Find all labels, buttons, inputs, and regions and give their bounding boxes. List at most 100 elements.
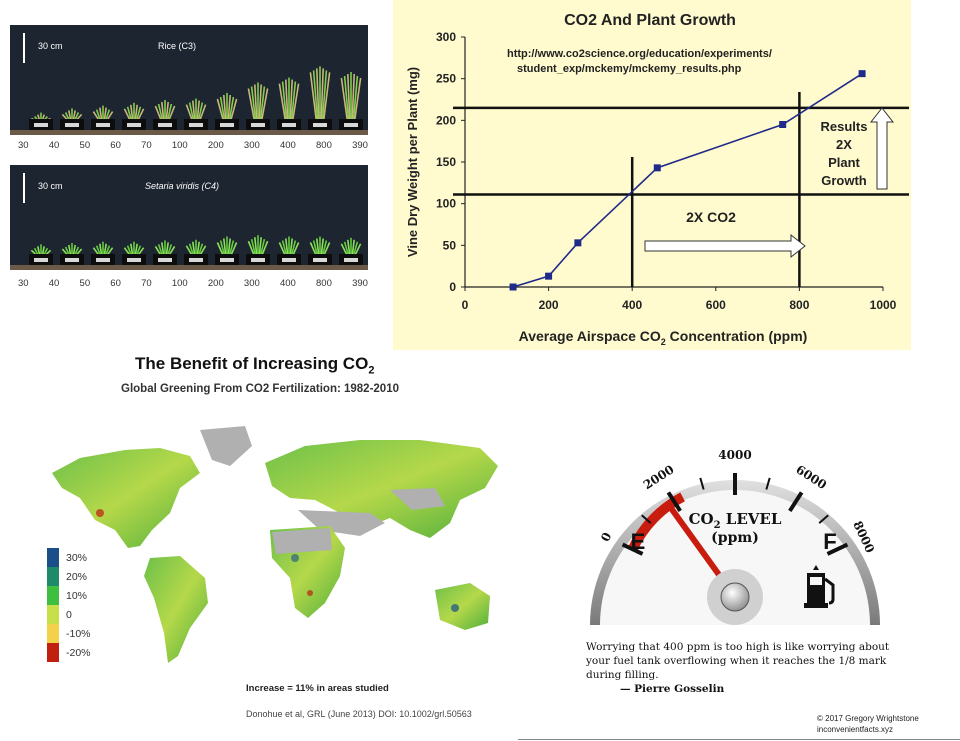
co2-level-label: 40 bbox=[48, 140, 60, 151]
co2-level-label: 70 bbox=[141, 140, 152, 151]
gauge-minor-tick bbox=[641, 514, 652, 524]
south-america-shape bbox=[144, 556, 208, 663]
gauge-title-main: CO bbox=[689, 510, 714, 528]
chart-series bbox=[509, 70, 866, 291]
rice-photo: 30 cm Rice (C3) bbox=[10, 25, 368, 135]
chart-annotations: 2X CO2 Results 2X Plant Growth bbox=[644, 107, 895, 259]
x-tick-label: 0 bbox=[462, 298, 469, 312]
pot-tag bbox=[158, 258, 172, 262]
y-tick-label: 200 bbox=[436, 113, 456, 127]
bottom-rule bbox=[518, 739, 960, 740]
pot-tag bbox=[251, 123, 265, 127]
map-title: The Benefit of Increasing CO2 bbox=[135, 354, 374, 376]
x-axis-label-main: Average Airspace CO bbox=[519, 328, 661, 344]
co2-level-label: 50 bbox=[79, 278, 91, 289]
co2-level-label: 30 bbox=[18, 278, 29, 289]
co2-level-label: 390 bbox=[352, 140, 368, 151]
co2-level-label: 300 bbox=[243, 140, 260, 151]
copyright: © 2017 Gregory Wrightstone inconvenientf… bbox=[817, 713, 919, 735]
map-subtitle: Global Greening From CO2 Fertilization: … bbox=[121, 383, 399, 395]
map-title-sub: 2 bbox=[368, 364, 375, 377]
legend-label: 10% bbox=[66, 590, 88, 602]
scale-bar bbox=[23, 173, 25, 203]
sahara-region bbox=[272, 528, 332, 554]
quote-author: — Pierre Gosselin bbox=[620, 683, 725, 695]
scale-label: 30 cm bbox=[38, 181, 63, 191]
annotation-results-line: Growth bbox=[821, 173, 867, 188]
data-point bbox=[574, 239, 582, 247]
gauge-tick-label: 0 bbox=[598, 530, 614, 543]
plant-clump bbox=[154, 240, 176, 257]
legend-swatch bbox=[47, 548, 59, 567]
world-greening-map bbox=[52, 426, 498, 663]
plant-clump bbox=[216, 236, 238, 257]
gauge-major-tick bbox=[788, 491, 804, 513]
x-tick-label: 200 bbox=[539, 298, 559, 312]
co2-growth-chart: CO2 And Plant Growth http://www.co2scien… bbox=[393, 0, 911, 350]
x-tick-label: 600 bbox=[706, 298, 726, 312]
plant-clump bbox=[309, 66, 331, 122]
data-point bbox=[545, 272, 553, 280]
data-point bbox=[779, 121, 787, 128]
co2-level-label: 100 bbox=[171, 140, 188, 151]
pot-tag bbox=[127, 123, 141, 127]
pot-tag bbox=[282, 258, 296, 262]
y-tick-label: 50 bbox=[443, 238, 457, 252]
gauge-tick-label: 6000 bbox=[793, 462, 829, 492]
x-axis-label-sub: 2 bbox=[661, 337, 666, 347]
setaria-photo: 30 cm Setaria viridis (C4) bbox=[10, 165, 368, 270]
hotspot bbox=[451, 604, 459, 612]
data-point bbox=[858, 70, 866, 78]
legend-swatch bbox=[47, 605, 59, 624]
pot-tag bbox=[313, 123, 327, 127]
rice-co2-labels: 30 40 50 60 70 100 200 300 400 800 390 bbox=[18, 140, 368, 151]
co2-level-label: 390 bbox=[352, 278, 368, 289]
data-point bbox=[653, 164, 661, 172]
species-label: Rice (C3) bbox=[158, 41, 197, 51]
chart-url-line2: student_exp/mckemy/mckemy_results.php bbox=[517, 63, 742, 75]
gauge-empty-label: E bbox=[631, 529, 646, 554]
hotspot bbox=[307, 590, 313, 596]
gauge-hub bbox=[720, 582, 750, 612]
eurasia-shape bbox=[265, 440, 498, 538]
annotation-results-line: 2X bbox=[836, 137, 852, 152]
scale-label: 30 cm bbox=[38, 41, 63, 51]
co2-level-label: 400 bbox=[279, 278, 296, 289]
plant-clump bbox=[216, 93, 238, 122]
arrow-results bbox=[869, 107, 895, 190]
chart-title: CO2 And Plant Growth bbox=[564, 12, 736, 29]
plant-clump bbox=[278, 236, 300, 257]
plant-clump bbox=[185, 239, 207, 257]
gauge-title: CO2 LEVEL bbox=[689, 510, 782, 531]
pot-tag bbox=[189, 123, 203, 127]
species-label: Setaria viridis (C4) bbox=[145, 181, 220, 191]
legend-swatch bbox=[47, 567, 59, 586]
chart-url-line1: http://www.co2science.org/education/expe… bbox=[507, 48, 772, 60]
setaria-co2-labels: 30 40 50 60 70 100 200 300 400 800 390 bbox=[18, 278, 368, 289]
gauge-minor-tick bbox=[765, 477, 771, 490]
gauge-minor-tick bbox=[818, 514, 829, 524]
plant-clump bbox=[340, 72, 362, 122]
chart-reference-lines bbox=[453, 92, 909, 287]
gauge-face bbox=[600, 490, 870, 625]
y-tick-label: 150 bbox=[436, 155, 456, 169]
map-note: Increase = 11% in areas studied bbox=[246, 683, 389, 694]
co2-level-label: 200 bbox=[207, 140, 224, 151]
co2-level-label: 100 bbox=[171, 278, 188, 289]
copyright-line1: © 2017 Gregory Wrightstone bbox=[817, 714, 919, 723]
setaria-plants bbox=[10, 235, 368, 270]
pot-tag bbox=[313, 258, 327, 262]
co2-level-label: 70 bbox=[141, 278, 152, 289]
annotation-results-line: Plant bbox=[828, 155, 860, 170]
x-tick-label: 1000 bbox=[870, 298, 897, 312]
co2-level-label: 60 bbox=[110, 278, 121, 289]
tibet-region bbox=[390, 488, 445, 510]
legend-swatch bbox=[47, 586, 59, 605]
plant-clump bbox=[123, 102, 145, 122]
legend-label: -20% bbox=[66, 647, 91, 659]
co2-level-label: 800 bbox=[316, 140, 332, 151]
legend-swatch bbox=[47, 643, 59, 662]
rice-plants bbox=[10, 66, 368, 135]
scale-bar bbox=[23, 33, 25, 63]
